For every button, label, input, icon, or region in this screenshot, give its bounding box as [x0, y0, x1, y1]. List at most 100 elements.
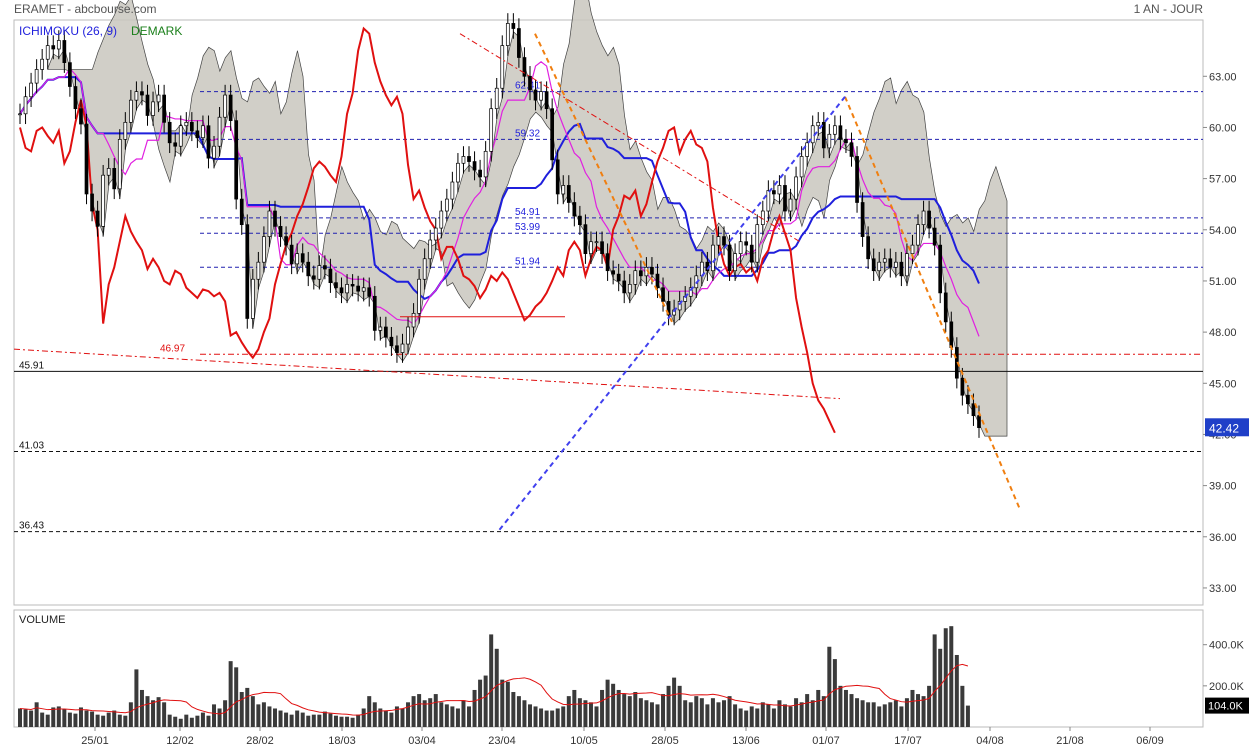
volume-bar — [217, 708, 222, 727]
candle — [234, 120, 239, 200]
candle — [539, 91, 543, 101]
candle — [899, 261, 904, 277]
volume-bar — [245, 687, 250, 727]
candle — [938, 244, 943, 294]
candle — [422, 258, 427, 280]
candle — [860, 202, 865, 237]
volume-bar — [694, 696, 699, 727]
candle — [943, 292, 948, 323]
candle — [389, 336, 394, 347]
volume-bar — [128, 702, 133, 727]
volume-bar — [206, 715, 211, 727]
level-label: 62.41 — [515, 81, 540, 92]
candle — [23, 96, 28, 115]
candle — [295, 253, 300, 265]
last-price-badge — [1205, 418, 1249, 437]
volume-bar — [921, 696, 926, 727]
candle — [167, 121, 172, 144]
candle — [616, 273, 621, 282]
volume-bar — [688, 702, 693, 727]
volume-bar — [34, 702, 39, 727]
volume-bar — [910, 689, 915, 727]
candle — [228, 94, 233, 121]
candle — [29, 82, 33, 98]
candle — [456, 162, 460, 183]
candle — [566, 185, 571, 203]
candle — [195, 130, 200, 139]
candle — [783, 185, 787, 212]
volume-bar — [162, 702, 167, 727]
volume-bar — [749, 706, 754, 727]
candle — [844, 139, 848, 144]
volume-bar — [771, 708, 776, 727]
candle — [478, 169, 482, 178]
volume-bar — [938, 648, 943, 727]
candle — [178, 125, 183, 147]
volume-bar — [106, 712, 111, 727]
candle — [117, 139, 122, 190]
volume-bar — [145, 696, 150, 727]
orange-trend-line — [844, 96, 1021, 510]
candle — [749, 244, 754, 263]
volume-bar — [184, 714, 189, 727]
candle — [406, 326, 410, 345]
volume-bar — [433, 694, 438, 727]
volume-bar — [738, 708, 743, 727]
volume-bar — [306, 715, 311, 727]
candle — [417, 278, 421, 314]
volume-bar — [478, 679, 483, 727]
candle — [688, 287, 693, 297]
volume-bar — [672, 677, 677, 727]
candle — [916, 224, 920, 246]
y-tick-label: 57.00 — [1209, 174, 1237, 186]
candle — [317, 265, 322, 280]
volume-bar — [744, 710, 749, 727]
candle — [123, 121, 128, 140]
volume-bar — [766, 704, 771, 727]
volume-tick-label: 200.0K — [1209, 681, 1245, 693]
candle — [583, 224, 588, 255]
volume-bar — [256, 704, 261, 727]
volume-bar — [561, 706, 566, 727]
volume-bar — [788, 706, 793, 727]
volume-bar — [167, 714, 172, 727]
candle — [578, 215, 582, 226]
volume-bar — [300, 712, 305, 727]
candle — [339, 287, 344, 294]
level-label: 36.43 — [19, 521, 44, 532]
volume-bar — [522, 700, 527, 727]
volume-bar — [317, 714, 322, 727]
candle — [622, 280, 627, 294]
chikou-line — [19, 26, 836, 434]
volume-bar — [777, 700, 782, 727]
volume-bar — [594, 706, 599, 727]
volume-bar — [821, 696, 826, 727]
candle — [184, 121, 189, 127]
candle — [600, 241, 604, 255]
candle — [267, 210, 272, 237]
candle — [805, 142, 810, 157]
period-label[interactable]: 1 AN - JOUR — [1133, 2, 1203, 16]
candle — [56, 40, 61, 50]
volume-bar — [350, 717, 355, 727]
volume-bar — [234, 667, 239, 727]
y-tick-label: 54.00 — [1209, 225, 1237, 237]
candle — [323, 265, 327, 270]
volume-bar — [932, 634, 937, 727]
candle — [533, 89, 538, 101]
candle — [300, 253, 305, 263]
volume-bar — [345, 716, 350, 727]
legend-demark: DEMARK — [131, 24, 182, 38]
candle — [550, 108, 555, 161]
volume-bar — [649, 702, 654, 727]
volume-bar — [832, 659, 837, 727]
volume-bar — [261, 702, 266, 727]
volume-bar — [699, 698, 704, 727]
last-volume-label: 104.0K — [1208, 701, 1244, 713]
candle — [766, 190, 771, 212]
volume-bar — [212, 704, 217, 727]
candle — [893, 261, 898, 268]
candle — [206, 125, 211, 159]
candle — [450, 181, 455, 200]
volume-bar — [860, 700, 865, 727]
